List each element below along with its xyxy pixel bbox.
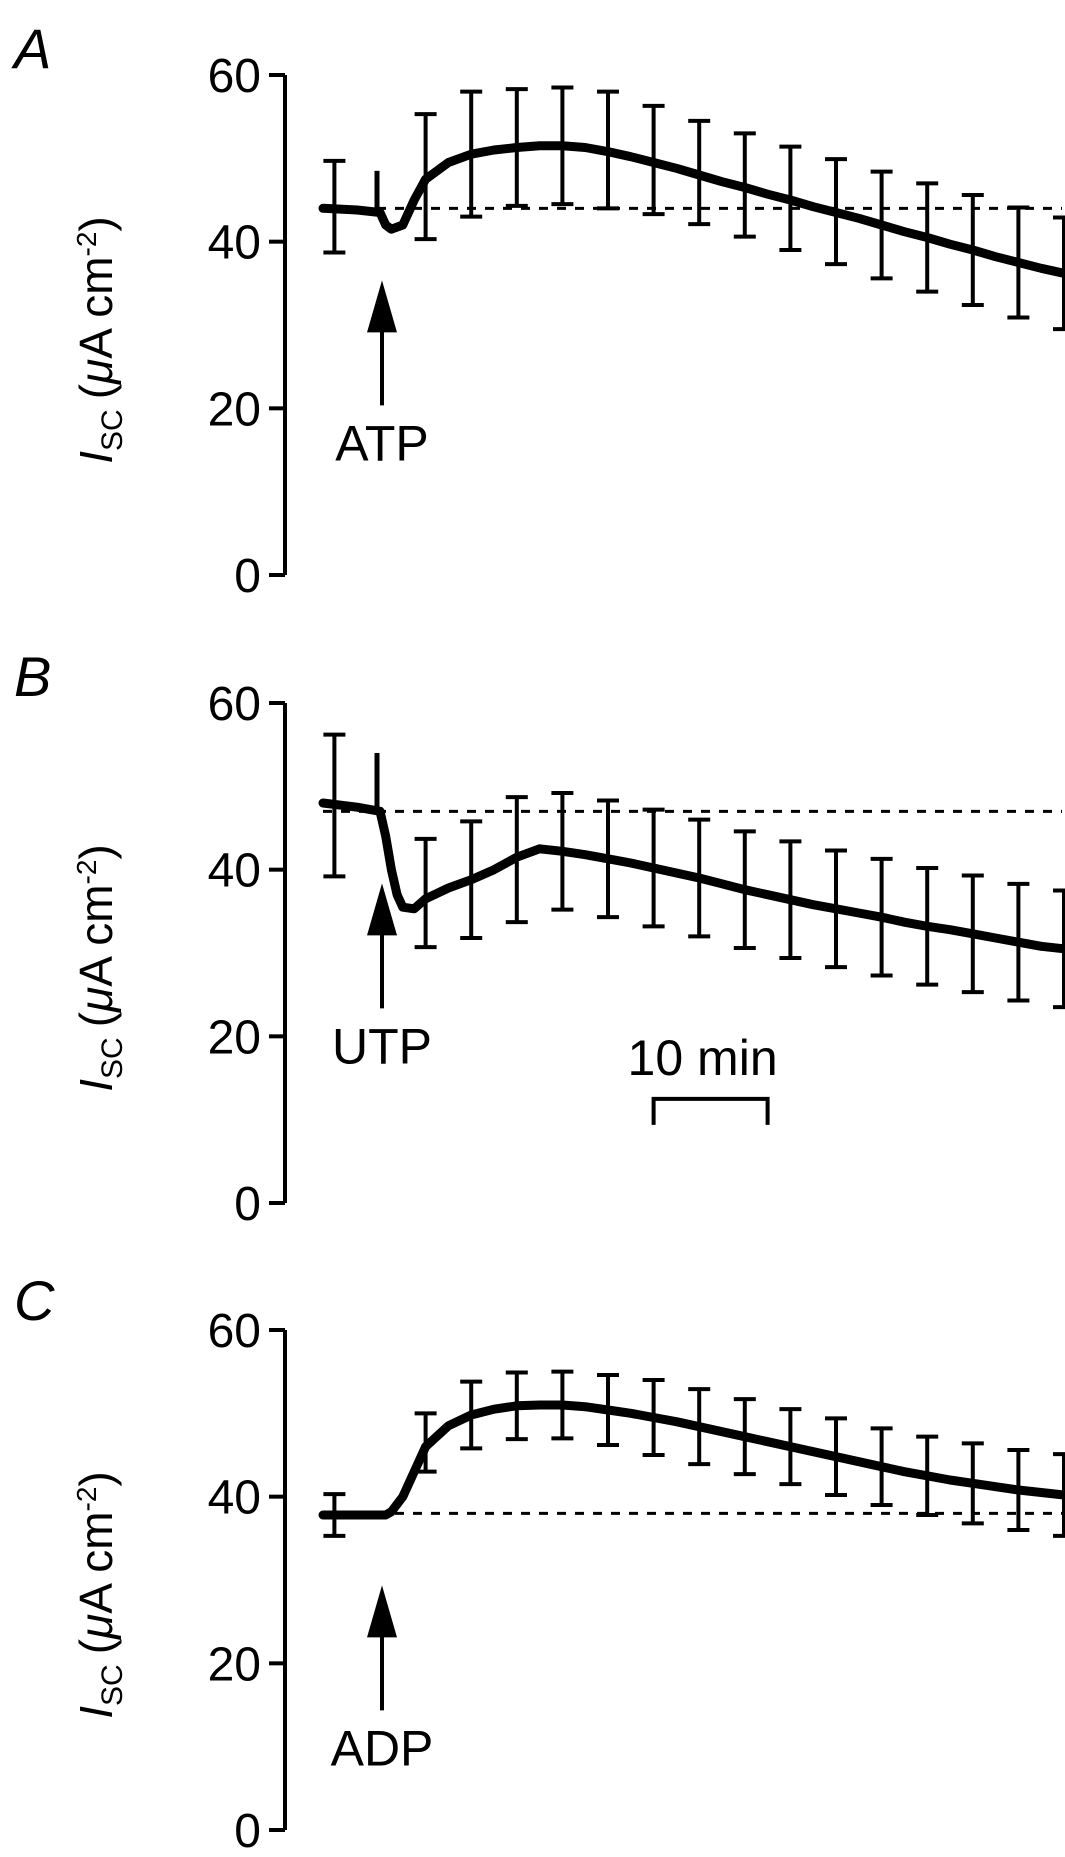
stimulus-label: UTP	[332, 1018, 432, 1074]
error-bar	[414, 836, 437, 950]
y-tick-label: 60	[208, 1305, 261, 1358]
y-tick-label: 0	[234, 1178, 261, 1231]
y-tick-label: 60	[208, 678, 261, 731]
mean-trace-line	[318, 1400, 1065, 1520]
arrow-head	[367, 883, 397, 936]
scale-bar-line	[651, 1096, 770, 1125]
panel-label: B	[14, 645, 51, 708]
y-tick-label: 0	[234, 550, 261, 603]
y-tick-label: 20	[208, 1638, 261, 1691]
stimulus-arrow	[367, 883, 397, 1009]
stimulus-label: ADP	[331, 1720, 434, 1776]
mean-trace-line	[318, 141, 1065, 279]
arrow-head	[367, 280, 397, 333]
y-tick-label: 0	[234, 1805, 261, 1857]
y-tick-label: 20	[208, 383, 261, 436]
stimulus-label: ATP	[335, 415, 429, 471]
y-tick-label: 20	[208, 1011, 261, 1064]
time-scale-bar: 10 min	[628, 1030, 778, 1125]
y-tick-label: 40	[208, 217, 261, 270]
y-tick-label: 40	[208, 1472, 261, 1525]
y-axis-label: ISC(μA cm-2)	[70, 1471, 129, 1718]
y-tick-label: 60	[208, 50, 261, 103]
y-tick-label: 40	[208, 845, 261, 898]
stimulus-arrow	[367, 1585, 397, 1711]
mean-trace-line	[318, 798, 1065, 954]
panel-label: A	[11, 17, 51, 80]
panel-label: C	[14, 1269, 55, 1332]
arrow-head	[367, 1585, 397, 1638]
y-axis-label: ISC(μA cm-2)	[70, 216, 129, 463]
panel-b: B 0 20 40 60 ISC(μA cm-2) UTP 10 min	[14, 645, 1065, 1231]
stimulus-arrow	[367, 280, 397, 406]
y-axis-label: ISC(μA cm-2)	[70, 844, 129, 1091]
panel-a: A 0 20 40 60 ISC(μA cm-2) ATP	[11, 17, 1065, 603]
scale-bar-label: 10 min	[628, 1030, 778, 1086]
panel-c: C 0 20 40 60 ISC(μA cm-2) ADP	[14, 1269, 1065, 1857]
